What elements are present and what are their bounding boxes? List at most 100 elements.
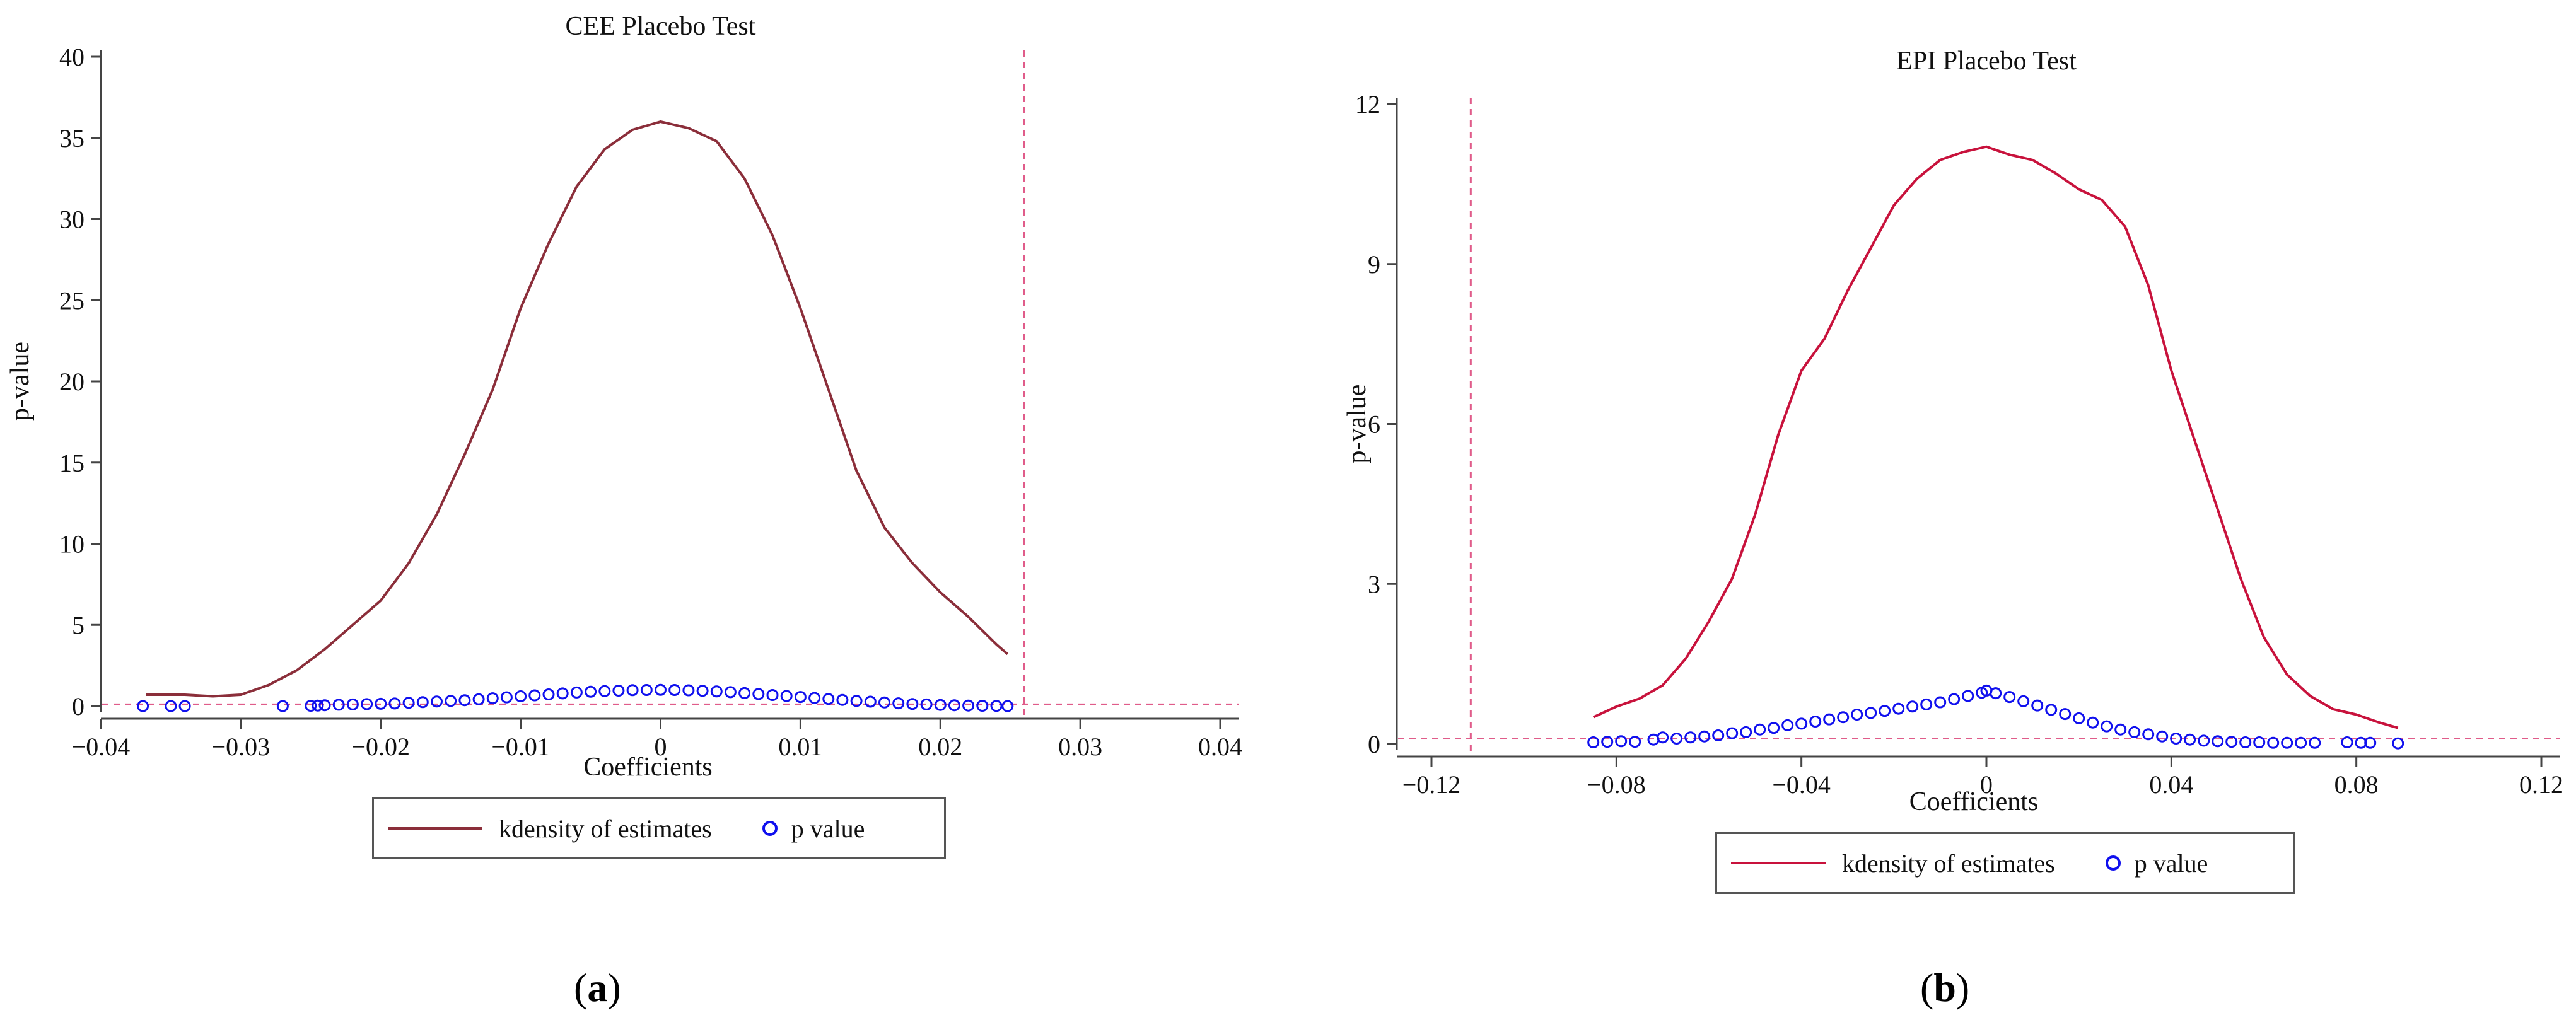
panel-b-ytick-label: 9 bbox=[1368, 250, 1380, 279]
panel-b-xtick-label: −0.12 bbox=[1402, 770, 1461, 799]
panel-a-pvalue-point bbox=[402, 697, 415, 709]
panel-a-pvalue-point bbox=[892, 697, 905, 710]
panel-a-xlabel: Coefficients bbox=[583, 753, 713, 782]
panel-a-pvalue-point bbox=[612, 685, 625, 697]
panel-a-pvalue-point bbox=[906, 698, 919, 710]
panel-a-pvalue-point bbox=[864, 695, 877, 708]
panel-b-pvalue-point bbox=[2364, 736, 2377, 749]
panel-b-pvalue-point bbox=[1670, 733, 1683, 745]
panel-b-chart: EPI Placebo Test 0 3 6 9 12 −0.12 −0.08 −0.04 0 0.… bbox=[1343, 47, 2563, 816]
legend-b-kdensity-label: kdensity of estimates bbox=[1842, 849, 2055, 878]
legend-a: kdensity of estimates p value bbox=[372, 797, 946, 859]
panel-a-pvalue-point bbox=[486, 692, 499, 705]
panel-b-pvalue-point bbox=[1657, 731, 1669, 744]
panel-b-xtick-label: 0.08 bbox=[2334, 770, 2379, 799]
panel-b-pvalue-point bbox=[2170, 733, 2183, 745]
panel-a-pvalue-point bbox=[318, 699, 331, 712]
panel-a-pvalue-point bbox=[836, 693, 849, 706]
panel-b-pvalue-point bbox=[1892, 702, 1905, 715]
panel-a-pvalue-point bbox=[500, 691, 513, 704]
panel-a-pvalue-point bbox=[766, 689, 779, 701]
panel-a-ytick-label: 5 bbox=[72, 611, 85, 639]
legend-b-pvalue-swatch bbox=[2105, 855, 2121, 871]
panel-b-pvalue-point bbox=[2239, 736, 2252, 748]
panel-a-pvalue-point bbox=[178, 700, 191, 712]
panel-a-letter: a bbox=[587, 965, 608, 1010]
panel-a-pvalue-point bbox=[920, 698, 933, 710]
panel-a-pvalue-point bbox=[276, 700, 289, 712]
panel-a-pvalue-point bbox=[556, 687, 569, 700]
panel-b-pvalue-point bbox=[1795, 717, 1808, 730]
panel-b-pvalue-point bbox=[2184, 733, 2196, 746]
panel-b-pvalue-point bbox=[2017, 695, 2030, 707]
panel-a-xtick-label: 0.02 bbox=[918, 733, 962, 761]
panel-a-pvalue-point bbox=[878, 696, 890, 709]
legend-a-pvalue-swatch bbox=[762, 821, 778, 836]
panel-a-pvalue-point bbox=[682, 684, 695, 697]
panel-a-pvalue-point bbox=[416, 696, 429, 709]
panel-b-pvalue-point bbox=[2101, 720, 2113, 733]
panel-b-pvalue-point bbox=[2142, 728, 2155, 741]
panel-a-pvalue-point bbox=[710, 685, 723, 698]
panel-a-pvalue-point bbox=[332, 699, 345, 711]
panel-a-pvalue-point bbox=[655, 683, 667, 696]
panel-b-pvalue-point bbox=[2267, 736, 2280, 749]
panel-a-pvalue-point bbox=[375, 697, 387, 710]
panel-a-pvalue-point bbox=[724, 686, 737, 699]
panel-a-pvalue-point bbox=[934, 699, 947, 711]
panel-a-pvalue-point bbox=[388, 697, 401, 710]
panel-a-ytick-label: 10 bbox=[59, 530, 85, 559]
panel-b-xtick-label: 0 bbox=[1980, 770, 1993, 799]
panel-b-title: EPI Placebo Test bbox=[1896, 47, 2077, 76]
panel-b-pvalue-point bbox=[2114, 723, 2127, 736]
panel-b-pvalue-point bbox=[1629, 736, 1641, 748]
panel-a-title: CEE Placebo Test bbox=[566, 12, 756, 41]
panel-b-ytick-label: 0 bbox=[1368, 730, 1380, 758]
panel-b-pvalue-point bbox=[1615, 735, 1628, 748]
panel-b-pvalue-point bbox=[2059, 708, 2072, 721]
panel-b-pvalue-point bbox=[2281, 736, 2293, 749]
panel-b-pvalue-point bbox=[1740, 726, 1752, 738]
panel-a-pvalue-point bbox=[515, 690, 527, 702]
panel-a-pvalue-point bbox=[962, 699, 975, 712]
panel-b-pvalue-point bbox=[1684, 731, 1697, 744]
panel-a-pvalue-point bbox=[822, 693, 835, 705]
panel-a-xtick-label: 0 bbox=[655, 733, 667, 761]
panel-b-pvalue-point bbox=[1587, 736, 1600, 748]
panel-b-pvalue-point bbox=[2128, 726, 2141, 738]
panel-a-pvalue-point bbox=[137, 700, 149, 712]
panel-b-pvalue-point bbox=[1920, 698, 1933, 710]
panel-a-pvalue-point bbox=[346, 698, 359, 710]
panel-b-pvalue-point bbox=[2031, 699, 2044, 712]
panel-a-pvalue-point bbox=[752, 688, 765, 700]
panel-a-xtick-label: −0.01 bbox=[491, 733, 550, 761]
legend-a-kdensity-swatch bbox=[388, 827, 482, 830]
panel-b-pvalue-point bbox=[1990, 687, 2002, 700]
legend-a-pvalue-label: p value bbox=[791, 814, 865, 843]
panel-a-ytick-label: 20 bbox=[59, 368, 85, 396]
panel-b-ytick-label: 6 bbox=[1368, 410, 1380, 439]
panel-a-pvalue-point bbox=[585, 685, 597, 698]
panel-b-ylabel: p-value bbox=[1343, 385, 1372, 464]
panel-a-pvalue-point bbox=[431, 695, 443, 708]
panel-a-pvalue-point bbox=[696, 685, 709, 697]
panel-b-xtick-label: −0.04 bbox=[1772, 770, 1831, 799]
panel-b-pvalue-point bbox=[1962, 690, 1974, 702]
panel-b-xtick-label: 0.04 bbox=[2149, 770, 2193, 799]
legend-a-kdensity-label: kdensity of estimates bbox=[499, 814, 712, 843]
panel-a-pvalue-point bbox=[976, 700, 989, 712]
panel-a-xtick-label: −0.02 bbox=[351, 733, 410, 761]
panel-b-pvalue-point bbox=[2253, 736, 2266, 748]
panel-a-chart: CEE Placebo Test 0 5 10 15 20 25 30 35 40 −0.04 −0.… bbox=[6, 12, 1242, 782]
panel-b-xlabel: Coefficients bbox=[1909, 787, 2039, 816]
panel-a-xtick-label: 0.04 bbox=[1198, 733, 1242, 761]
panel-b-xtick-label: 0.12 bbox=[2519, 770, 2563, 799]
panel-a-ytick-label: 35 bbox=[59, 124, 85, 153]
panel-b-pvalue-point bbox=[2087, 716, 2099, 729]
panel-a-pvalue-point bbox=[165, 700, 177, 712]
panel-a-pvalue-point bbox=[542, 688, 555, 700]
panel-a-pvalue-point bbox=[305, 700, 317, 712]
panel-b-pvalue-point bbox=[1726, 727, 1739, 739]
panel-b-pvalue-point bbox=[1698, 730, 1711, 743]
